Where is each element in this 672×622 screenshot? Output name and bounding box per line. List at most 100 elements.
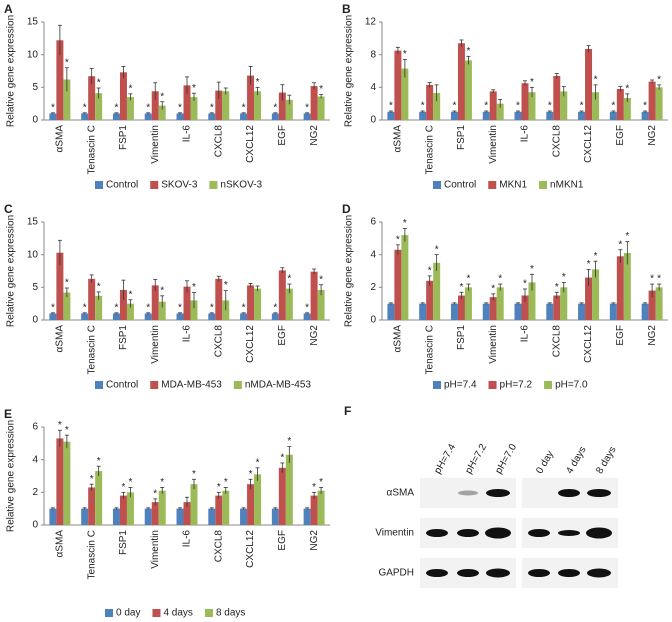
x-tick-label: FSP1 bbox=[118, 530, 129, 555]
bar bbox=[310, 271, 318, 320]
bar bbox=[521, 295, 529, 320]
bar bbox=[655, 287, 663, 320]
bar bbox=[560, 287, 568, 320]
bar bbox=[240, 113, 248, 120]
significance-mark: * bbox=[618, 239, 622, 250]
significance-mark: * bbox=[160, 477, 164, 488]
significance-mark: * bbox=[146, 302, 150, 313]
significance-mark: * bbox=[273, 102, 277, 113]
bar bbox=[641, 303, 649, 320]
bar bbox=[88, 278, 96, 320]
y-tick-label: 2 bbox=[32, 487, 38, 498]
x-tick-label: NG2 bbox=[309, 325, 320, 346]
significance-mark: * bbox=[389, 101, 393, 112]
bar bbox=[387, 303, 395, 320]
bar bbox=[528, 282, 536, 320]
legend-swatch bbox=[95, 181, 103, 189]
bar bbox=[496, 103, 504, 120]
significance-mark: * bbox=[580, 101, 584, 112]
bar bbox=[81, 113, 89, 120]
significance-mark: * bbox=[65, 425, 69, 436]
band bbox=[528, 569, 550, 577]
y-tick-label: 10 bbox=[27, 49, 39, 60]
x-tick-label: EGF bbox=[277, 530, 288, 551]
significance-mark: * bbox=[153, 489, 157, 500]
significance-mark: * bbox=[594, 251, 598, 262]
significance-mark: * bbox=[192, 282, 196, 293]
x-tick-label: CXCL12 bbox=[583, 325, 594, 363]
significance-mark: * bbox=[224, 280, 228, 291]
significance-mark: * bbox=[178, 102, 182, 113]
y-tick-label: 12 bbox=[365, 17, 377, 28]
x-tick-label: NG2 bbox=[309, 125, 320, 146]
x-tick-label: FSP1 bbox=[456, 125, 467, 150]
bar bbox=[285, 99, 293, 120]
significance-mark: * bbox=[657, 75, 661, 86]
legend-swatch bbox=[488, 381, 497, 389]
bar bbox=[215, 495, 223, 525]
x-tick-label: FSP1 bbox=[118, 325, 129, 350]
significance-mark: * bbox=[210, 302, 214, 313]
bar bbox=[616, 256, 624, 320]
band bbox=[558, 569, 580, 577]
significance-mark: * bbox=[435, 244, 439, 255]
significance-mark: * bbox=[319, 477, 323, 488]
significance-mark: * bbox=[83, 302, 87, 313]
x-tick-label: CXCL8 bbox=[551, 325, 562, 358]
bar bbox=[641, 111, 649, 120]
legend-swatch bbox=[152, 609, 161, 617]
y-axis-label: Relative gene expression bbox=[6, 420, 17, 532]
significance-mark: * bbox=[587, 259, 591, 270]
y-tick-label: 5 bbox=[32, 282, 38, 293]
bar bbox=[317, 96, 325, 120]
bar bbox=[433, 262, 441, 320]
legend-label: pH=7.2 bbox=[500, 380, 533, 391]
band bbox=[426, 569, 448, 577]
bar bbox=[433, 93, 441, 120]
bar bbox=[190, 300, 198, 320]
band bbox=[586, 527, 612, 539]
x-tick-label: EGF bbox=[277, 125, 288, 146]
significance-mark: * bbox=[121, 482, 125, 493]
bar bbox=[112, 113, 120, 120]
x-tick-label: NG2 bbox=[309, 530, 320, 551]
legend-label: nMDA-MB-453 bbox=[245, 380, 312, 391]
legend-swatch bbox=[204, 609, 213, 617]
legend-label: MKN1 bbox=[499, 180, 527, 191]
x-tick-label: EGF bbox=[615, 325, 626, 346]
bar bbox=[303, 508, 311, 525]
legend-swatch bbox=[433, 381, 441, 389]
significance-mark: * bbox=[115, 102, 119, 113]
y-tick-label: 0 bbox=[370, 115, 376, 126]
significance-mark: * bbox=[625, 231, 629, 242]
bar bbox=[553, 295, 561, 320]
band bbox=[587, 489, 611, 497]
bar bbox=[387, 111, 395, 120]
bar bbox=[303, 313, 311, 320]
x-tick-label: Vimentin bbox=[150, 325, 161, 364]
y-axis-label: Relative gene expression bbox=[344, 15, 355, 127]
bar bbox=[183, 286, 191, 320]
row-label: Vimentin bbox=[375, 528, 414, 539]
significance-mark: * bbox=[128, 289, 132, 300]
legend-label: 8 days bbox=[216, 608, 245, 619]
significance-mark: * bbox=[516, 101, 520, 112]
blot-images bbox=[420, 478, 618, 588]
bar bbox=[151, 502, 159, 525]
bar bbox=[158, 490, 166, 525]
band bbox=[558, 530, 580, 536]
x-tick-label: Vimentin bbox=[488, 325, 499, 364]
y-tick-label: 8 bbox=[370, 49, 376, 60]
y-tick-label: 6 bbox=[32, 422, 38, 433]
panel-label: D bbox=[342, 202, 351, 216]
legend-label: nMKN1 bbox=[550, 180, 584, 191]
significance-mark: * bbox=[319, 274, 323, 285]
legend-label: Control bbox=[106, 180, 138, 191]
significance-mark: * bbox=[305, 302, 309, 313]
x-tick-label: αSMA bbox=[55, 530, 66, 558]
bar bbox=[158, 105, 166, 120]
bar bbox=[63, 441, 71, 525]
panel-label: A bbox=[4, 2, 13, 16]
bar bbox=[609, 303, 617, 320]
